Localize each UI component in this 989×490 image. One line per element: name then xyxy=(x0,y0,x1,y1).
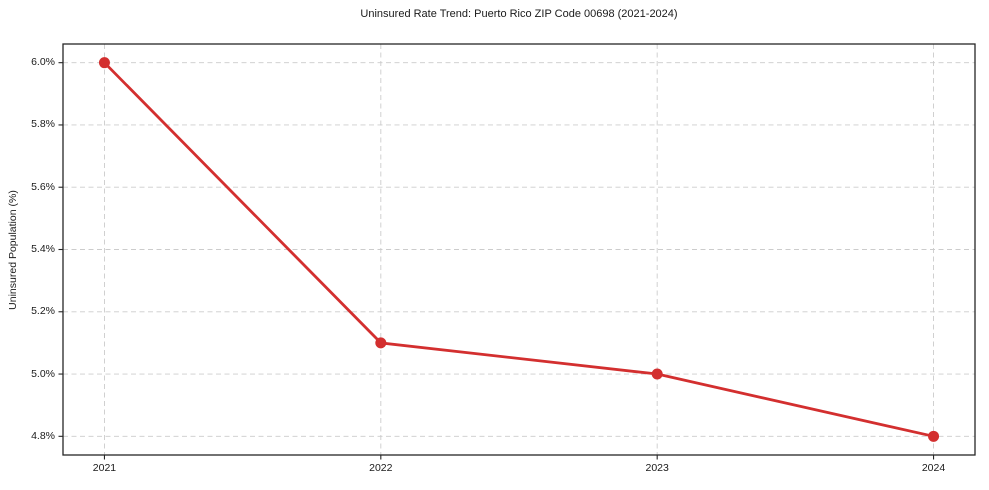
data-point xyxy=(651,368,663,380)
y-tick-label: 6.0% xyxy=(31,56,55,69)
axes-spines xyxy=(62,43,976,456)
y-tick-label: 5.0% xyxy=(31,367,55,380)
x-tick-label: 2023 xyxy=(645,462,669,474)
chart-title: Uninsured Rate Trend: Puerto Rico ZIP Co… xyxy=(360,8,678,20)
y-tick-label: 5.6% xyxy=(31,180,55,193)
y-tick-label: 5.8% xyxy=(31,118,55,131)
x-tick-label: 2021 xyxy=(92,462,117,474)
data-point xyxy=(375,337,387,349)
y-tick-label: 4.8% xyxy=(31,429,55,442)
x-tick-label: 2022 xyxy=(369,462,393,474)
x-tick-label: 2024 xyxy=(921,462,946,474)
data-point xyxy=(928,430,940,442)
trend-line xyxy=(103,61,935,438)
y-tick-label: 5.2% xyxy=(31,305,55,318)
data-point xyxy=(98,57,110,69)
y-tick-label: 5.4% xyxy=(31,243,55,255)
